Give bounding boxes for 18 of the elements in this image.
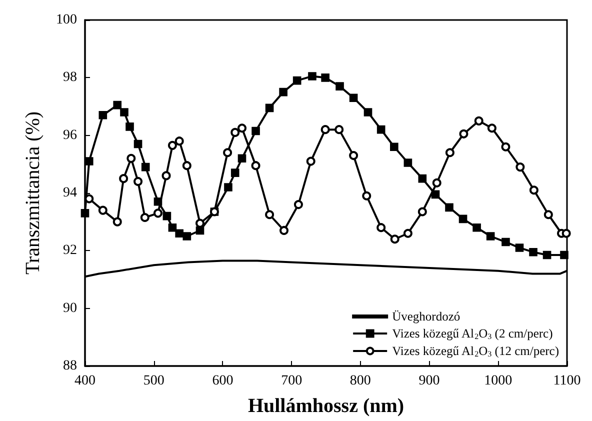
x-tick-label: 600 [212, 374, 234, 388]
y-tick-label: 90 [63, 300, 77, 316]
y-tick-label: 96 [63, 128, 77, 143]
y-tick-label: 88 [63, 358, 77, 374]
y-tick-label: 98 [63, 70, 77, 86]
x-tick-label: 700 [281, 374, 302, 388]
x-tick-label: 1000 [484, 374, 512, 388]
x-tick-label: 800 [350, 374, 371, 388]
x-tick-label: 500 [143, 374, 164, 388]
x-axis-title: Hullámhossz (nm) [248, 395, 404, 417]
legend-label: Üveghordozó [392, 310, 460, 324]
x-tick-label: 400 [74, 374, 96, 388]
x-tick-label: 1100 [553, 374, 581, 388]
y-tick-label: 94 [63, 186, 77, 200]
y-axis-title: Transzmittancia (%) [22, 111, 44, 275]
x-tick-label: 900 [418, 374, 440, 388]
y-tick-label: 100 [56, 12, 77, 28]
y-tick-label: 92 [63, 243, 77, 258]
